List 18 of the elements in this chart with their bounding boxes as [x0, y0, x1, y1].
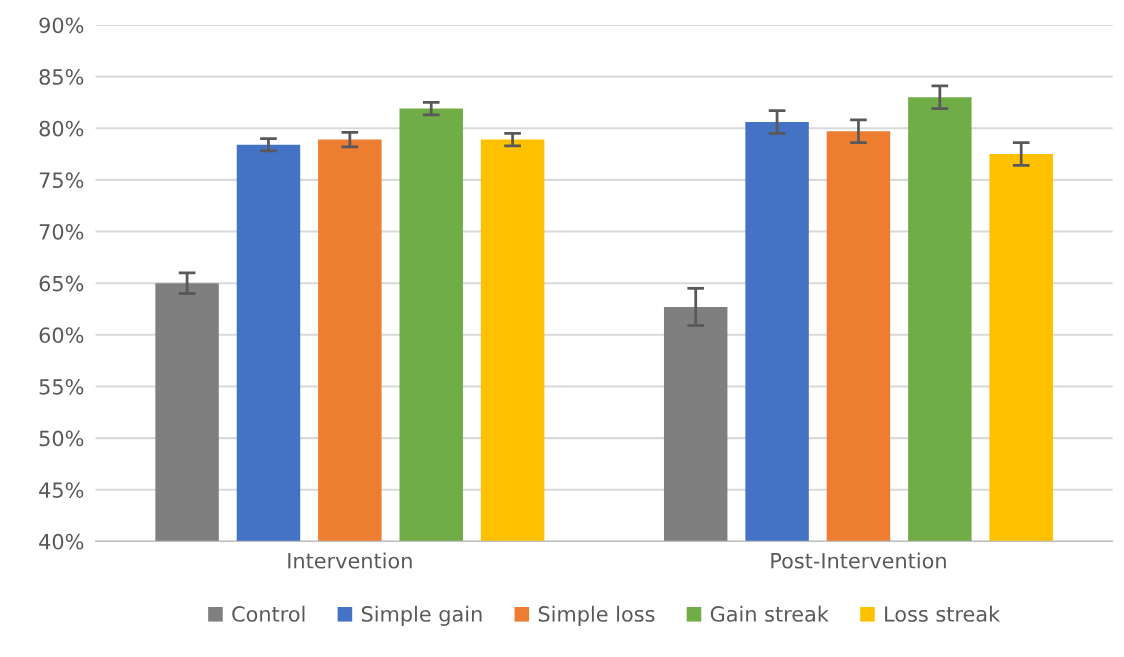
legend-label: Control [232, 605, 305, 622]
x-tick-label: Intervention [288, 552, 412, 569]
y-tick-label: 65% [39, 275, 84, 292]
y-tick-label: 50% [39, 430, 84, 447]
legend-label: Gain streak [710, 605, 829, 622]
y-tick-label: 45% [39, 482, 84, 498]
y-tick-label: 55% [39, 378, 84, 395]
y-tick-label: 40% [39, 533, 84, 550]
y-tick-label: 75% [39, 172, 84, 189]
y-tick-label: 60% [39, 327, 84, 344]
y-tick-label: 85% [39, 69, 84, 85]
x-tick-label: Post-Intervention [771, 552, 946, 569]
y-tick-label: 90% [39, 17, 84, 34]
y-tick-label: 70% [39, 223, 84, 240]
legend-label: Simple gain [361, 605, 482, 626]
legend-label: Loss streak [885, 605, 1001, 622]
y-tick-label: 80% [39, 120, 84, 137]
legend-label: Simple loss [538, 605, 655, 626]
